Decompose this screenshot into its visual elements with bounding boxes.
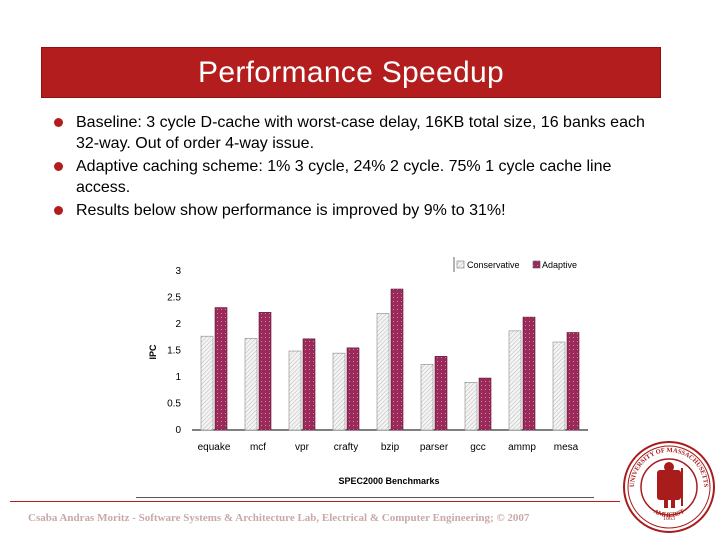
bullet-item: Adaptive caching scheme: 1% 3 cycle, 24%… [52,156,662,198]
bar-adaptive-equake [214,307,228,431]
y-tick-label: 3 [175,266,181,277]
legend-label-conservative: Conservative [467,260,520,270]
bar-conservative-bzip [376,313,390,431]
bullet-text: Baseline: 3 cycle D-cache with worst-cas… [76,114,645,152]
bar-conservative-mesa [552,341,566,431]
slide-title: Performance Speedup [198,55,504,89]
x-tick-label: crafty [334,442,358,453]
legend-swatch-adaptive [532,260,541,269]
x-tick-label: mcf [250,442,266,453]
legend: Conservative Adaptive [453,257,577,272]
bar-conservative-gcc [464,381,478,431]
legend-swatch-conservative [456,260,465,269]
bar-adaptive-mesa [566,332,580,431]
y-tick-label: 1.5 [167,346,181,357]
bar-conservative-vpr [288,350,302,431]
bar-adaptive-bzip [390,288,404,431]
x-tick-label: bzip [381,442,400,453]
bullet-text: Results below show performance is improv… [76,202,506,219]
x-tick-label: parser [420,442,449,453]
bar-conservative-equake [200,335,214,431]
x-tick-label: ammp [508,442,536,453]
bar-conservative-ammp [508,330,522,431]
footer-divider-accent [10,501,620,502]
y-tick-label: 2.5 [167,293,181,304]
x-axis-label: SPEC2000 Benchmarks [338,476,439,486]
bar-adaptive-crafty [346,347,360,431]
x-tick-label: gcc [470,442,486,453]
bullet-dot-icon [54,162,63,171]
bar-conservative-crafty [332,352,346,431]
y-axis-label: IPC [148,344,158,360]
x-tick-label: vpr [295,442,310,453]
bar-adaptive-gcc [478,377,492,431]
y-tick-label: 1 [175,372,181,383]
bar-adaptive-vpr [302,338,316,431]
bullet-dot-icon [54,118,63,127]
bar-adaptive-ammp [522,316,536,431]
legend-label-adaptive: Adaptive [542,260,577,270]
bullet-text: Adaptive caching scheme: 1% 3 cycle, 24%… [76,158,612,196]
umass-seal-logo: UNIVERSITY OF MASSACHUSETTS AMHERST 1863 [623,441,715,533]
bar-adaptive-mcf [258,312,272,431]
seal-year: 1863 [663,516,675,522]
y-tick-label: 0 [175,425,181,436]
seal-lettering-bottom: AMHERST [652,508,686,519]
bullet-item: Baseline: 3 cycle D-cache with worst-cas… [52,112,662,154]
y-tick-label: 2 [175,319,181,330]
bullet-list: Baseline: 3 cycle D-cache with worst-cas… [52,112,662,223]
title-bar: Performance Speedup [41,47,661,98]
bullet-dot-icon [54,206,63,215]
bullet-item: Results below show performance is improv… [52,200,662,221]
bar-conservative-mcf [244,338,258,431]
seal-figure [657,462,683,508]
y-tick-label: 0.5 [167,399,181,410]
bar-conservative-parser [420,363,434,431]
footer-divider [136,497,594,498]
x-tick-label: equake [198,442,231,453]
x-tick-label: mesa [554,442,579,453]
bar-adaptive-parser [434,356,448,431]
footer-credit: Csaba Andras Moritz - Software Systems &… [28,512,530,524]
